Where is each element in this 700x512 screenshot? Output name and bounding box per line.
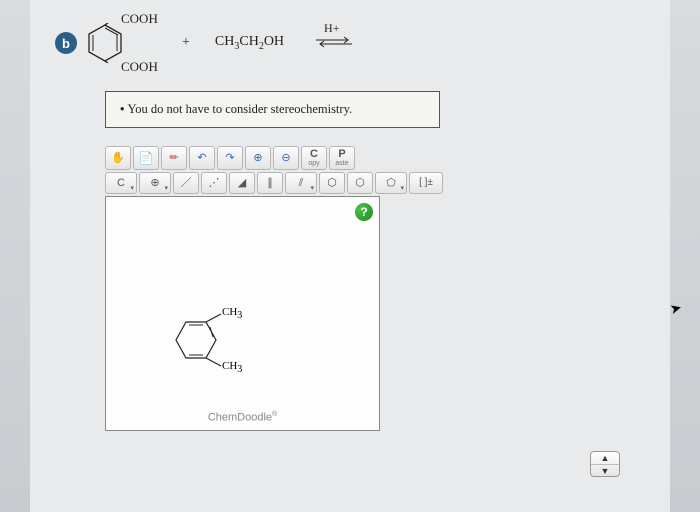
dotted-bond-button[interactable]: ⋰ bbox=[201, 172, 227, 194]
question-badge: b bbox=[55, 32, 77, 54]
double-bond-button[interactable]: ∥ bbox=[257, 172, 283, 194]
hex1-icon: ⬡ bbox=[327, 178, 337, 189]
ring-pent-button[interactable]: ⬠ bbox=[375, 172, 407, 194]
brand-text: ChemDoodle bbox=[208, 412, 272, 424]
dotted-bond-icon: ⋰ bbox=[209, 178, 220, 189]
plus-sign: + bbox=[182, 35, 190, 51]
ring-hex1-button[interactable]: ⬡ bbox=[319, 172, 345, 194]
arrow-icon bbox=[314, 35, 354, 49]
hash-bond-button[interactable]: ⫽ bbox=[285, 172, 317, 194]
cooh-top-label: COOH bbox=[121, 11, 158, 27]
single-bond-icon: ／ bbox=[181, 178, 192, 189]
paste-button[interactable]: Paste bbox=[329, 146, 355, 170]
erase-icon: ✏ bbox=[169, 153, 178, 164]
reagent-oh: OH bbox=[264, 34, 284, 49]
step-up-button[interactable]: ▲ bbox=[591, 452, 619, 465]
hash-bond-icon: ⫽ bbox=[299, 178, 304, 189]
zoom-in-icon: ⊕ bbox=[253, 153, 262, 164]
charge-button[interactable]: [ ]± bbox=[409, 172, 443, 194]
hand-icon: ✋ bbox=[111, 153, 125, 164]
page-stepper[interactable]: ▲ ▼ bbox=[590, 451, 620, 477]
add-atom-button[interactable]: ⊕ bbox=[139, 172, 171, 194]
zoom-out-icon: ⊖ bbox=[281, 153, 290, 164]
lasso-icon: 📄 bbox=[139, 152, 154, 164]
user-drawing: CH3 CH3 bbox=[166, 312, 256, 377]
paste-p: P bbox=[338, 149, 345, 160]
zoom-out-button[interactable]: ⊖ bbox=[273, 146, 299, 170]
redo-icon: ↷ bbox=[225, 153, 234, 164]
brand-label: ChemDoodle® bbox=[106, 411, 379, 424]
reactant-structure: COOH COOH bbox=[87, 15, 157, 71]
reagent-formula: CH3CH2OH bbox=[215, 34, 284, 52]
copy-button[interactable]: Copy bbox=[301, 146, 327, 170]
hand-tool-button[interactable]: ✋ bbox=[105, 146, 131, 170]
toolbar-row-1: ✋ 📄 ✏ ↶ ↷ ⊕ ⊖ Copy Paste bbox=[105, 146, 445, 170]
ring-hex2-button[interactable]: ⬡ bbox=[347, 172, 373, 194]
brand-sup: ® bbox=[272, 411, 277, 418]
toolbar-row-2: C ⊕ ／ ⋰ ◢ ∥ ⫽ ⬡ ⬡ ⬠ [ ]± bbox=[105, 172, 445, 194]
drawing-canvas[interactable]: ? CH3 CH3 ChemDoodle® bbox=[105, 196, 380, 431]
reagent-ch1: CH bbox=[215, 34, 234, 49]
add-icon: ⊕ bbox=[150, 178, 159, 189]
pent-icon: ⬠ bbox=[386, 178, 396, 189]
instruction-note: You do not have to consider stereochemis… bbox=[105, 91, 440, 128]
element-picker-button[interactable]: C bbox=[105, 172, 137, 194]
cooh-bottom-label: COOH bbox=[121, 59, 158, 75]
copy-text: opy bbox=[308, 160, 319, 167]
mouse-cursor-icon: ➤ bbox=[668, 299, 684, 318]
redo-button[interactable]: ↷ bbox=[217, 146, 243, 170]
wedge-bond-button[interactable]: ◢ bbox=[229, 172, 255, 194]
step-down-button[interactable]: ▼ bbox=[591, 465, 619, 477]
paste-text: aste bbox=[335, 160, 348, 167]
charge-icon: [ ]± bbox=[419, 178, 433, 188]
erase-tool-button[interactable]: ✏ bbox=[161, 146, 187, 170]
reagent-ch2: CH bbox=[239, 34, 258, 49]
element-label: C bbox=[117, 178, 125, 189]
single-bond-button[interactable]: ／ bbox=[173, 172, 199, 194]
equilibrium-arrow: H+ bbox=[314, 35, 354, 52]
benzene-icon bbox=[87, 23, 123, 63]
sub2-label: CH3 bbox=[222, 360, 242, 375]
catalyst-label: H+ bbox=[324, 21, 339, 36]
double-bond-icon: ∥ bbox=[267, 178, 273, 189]
note-text: You do not have to consider stereochemis… bbox=[128, 102, 353, 116]
zoom-in-button[interactable]: ⊕ bbox=[245, 146, 271, 170]
chem-editor: ✋ 📄 ✏ ↶ ↷ ⊕ ⊖ Copy Paste C ⊕ ／ ⋰ ◢ ∥ ⫽ ⬡… bbox=[105, 146, 445, 431]
sub1-label: CH3 bbox=[222, 306, 242, 321]
lasso-tool-button[interactable]: 📄 bbox=[133, 146, 159, 170]
drawn-structure-icon bbox=[166, 312, 256, 372]
undo-icon: ↶ bbox=[197, 153, 206, 164]
help-icon: ? bbox=[360, 205, 367, 219]
copy-c: C bbox=[310, 149, 318, 160]
page: b COOH COOH + CH3CH2OH H+ bbox=[30, 0, 670, 512]
reaction-row: b COOH COOH + CH3CH2OH H+ bbox=[55, 15, 645, 71]
hex2-icon: ⬡ bbox=[355, 178, 365, 189]
help-button[interactable]: ? bbox=[355, 203, 373, 221]
undo-button[interactable]: ↶ bbox=[189, 146, 215, 170]
wedge-bond-icon: ◢ bbox=[238, 178, 246, 189]
